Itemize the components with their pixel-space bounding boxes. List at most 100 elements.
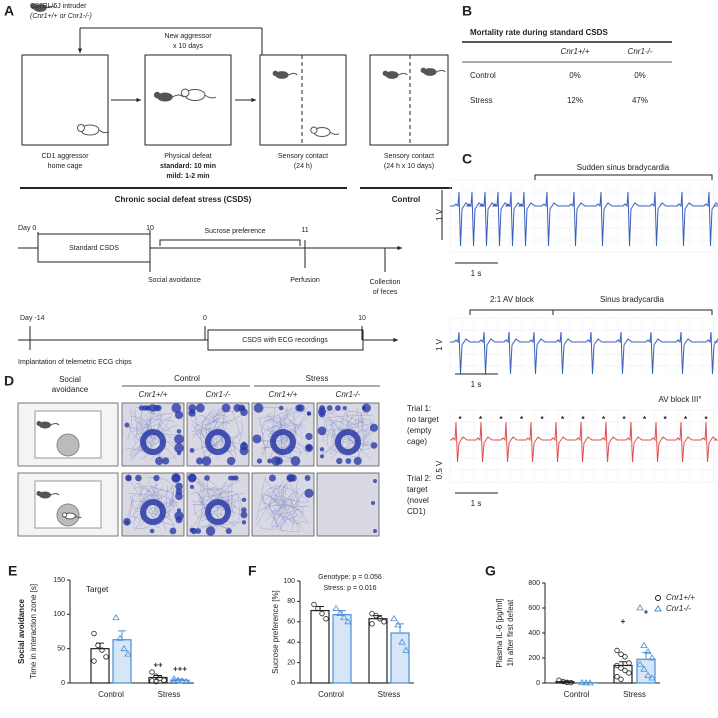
label: G	[485, 563, 496, 579]
track	[127, 498, 134, 520]
label: *	[684, 415, 688, 424]
track	[259, 419, 267, 461]
point	[373, 612, 379, 619]
point	[644, 671, 652, 678]
label: Cnr1+/+	[666, 593, 695, 602]
label: ++	[153, 661, 163, 670]
track	[149, 410, 170, 432]
track	[191, 504, 235, 518]
label: A	[4, 3, 14, 19]
label: Sinus bradycardia	[600, 295, 665, 304]
heat-spot	[267, 458, 273, 464]
track	[256, 491, 284, 526]
label: Stress	[306, 374, 329, 383]
track	[150, 411, 160, 430]
label: Control	[98, 690, 124, 699]
track	[354, 412, 363, 431]
label: 1 V	[435, 208, 444, 221]
track	[263, 417, 297, 435]
point	[622, 654, 628, 660]
rat-icon	[75, 515, 82, 519]
label: standard: 10 min	[160, 163, 216, 170]
heat-spot	[361, 403, 371, 413]
label: Trial 1:	[407, 404, 431, 413]
heat-spot	[345, 458, 352, 464]
arrow-head	[77, 48, 83, 53]
track	[281, 479, 310, 508]
box	[369, 54, 449, 146]
point	[124, 650, 132, 657]
label: 0%	[634, 71, 646, 80]
track	[232, 411, 244, 435]
heat-spot	[241, 497, 247, 503]
label: 1 s	[471, 380, 482, 389]
label: E	[8, 563, 17, 579]
heat-spot	[306, 411, 312, 416]
label: B	[462, 3, 472, 19]
heat-spot	[196, 457, 204, 465]
label: Cnr1+/+	[269, 390, 298, 399]
label: D	[4, 373, 14, 389]
point	[311, 601, 317, 608]
heat-spot	[278, 405, 284, 411]
point	[153, 678, 159, 685]
label: 12%	[567, 96, 583, 105]
track	[268, 423, 295, 459]
track	[144, 487, 164, 502]
heat-ring	[205, 429, 231, 456]
label: *	[520, 415, 524, 424]
rat-icon	[62, 512, 68, 518]
label: Cnr1-/-	[666, 604, 691, 613]
heat-spot	[171, 473, 181, 483]
mouse-icon	[272, 70, 279, 77]
label: F	[248, 563, 257, 579]
mouse-icon	[36, 421, 42, 426]
heat-spot	[142, 405, 148, 411]
heat-spot	[189, 527, 195, 533]
label: Cnr1-/-	[336, 390, 361, 399]
target-zone	[56, 433, 80, 457]
label: 100	[283, 578, 295, 585]
heat-spot	[175, 492, 183, 501]
track	[128, 515, 160, 528]
heat-spot	[275, 457, 283, 465]
point	[99, 647, 105, 653]
label: 10	[146, 225, 154, 232]
track	[157, 416, 175, 439]
point	[161, 677, 167, 683]
label: New aggressor	[164, 33, 212, 40]
label: *	[458, 415, 462, 424]
track	[140, 486, 161, 497]
track	[263, 420, 303, 439]
track	[266, 413, 278, 423]
point	[648, 674, 656, 681]
track	[200, 407, 227, 463]
label: Sensory contact	[384, 153, 434, 160]
point	[95, 642, 101, 648]
track	[322, 420, 328, 443]
heat-spot	[135, 474, 142, 482]
point	[618, 665, 624, 671]
label: *	[622, 415, 626, 424]
point	[112, 613, 120, 621]
label: Collection	[370, 279, 401, 286]
label: *	[704, 415, 708, 424]
arrow-head	[136, 97, 141, 103]
heat-spot	[241, 520, 247, 525]
heat-spot	[336, 457, 343, 465]
heat-spot	[371, 501, 375, 505]
label: 0	[291, 680, 295, 687]
label: 40	[287, 639, 295, 646]
point	[614, 647, 620, 654]
label: Day 0	[18, 225, 36, 232]
track	[262, 407, 289, 424]
label: 0	[203, 315, 207, 322]
label: Cnr1+/+	[139, 390, 168, 399]
label: 0	[61, 680, 65, 687]
track	[289, 496, 304, 519]
heat-spot	[361, 405, 367, 411]
track	[283, 486, 302, 525]
bar	[368, 618, 388, 684]
track	[263, 495, 306, 532]
label: Control	[392, 195, 420, 204]
